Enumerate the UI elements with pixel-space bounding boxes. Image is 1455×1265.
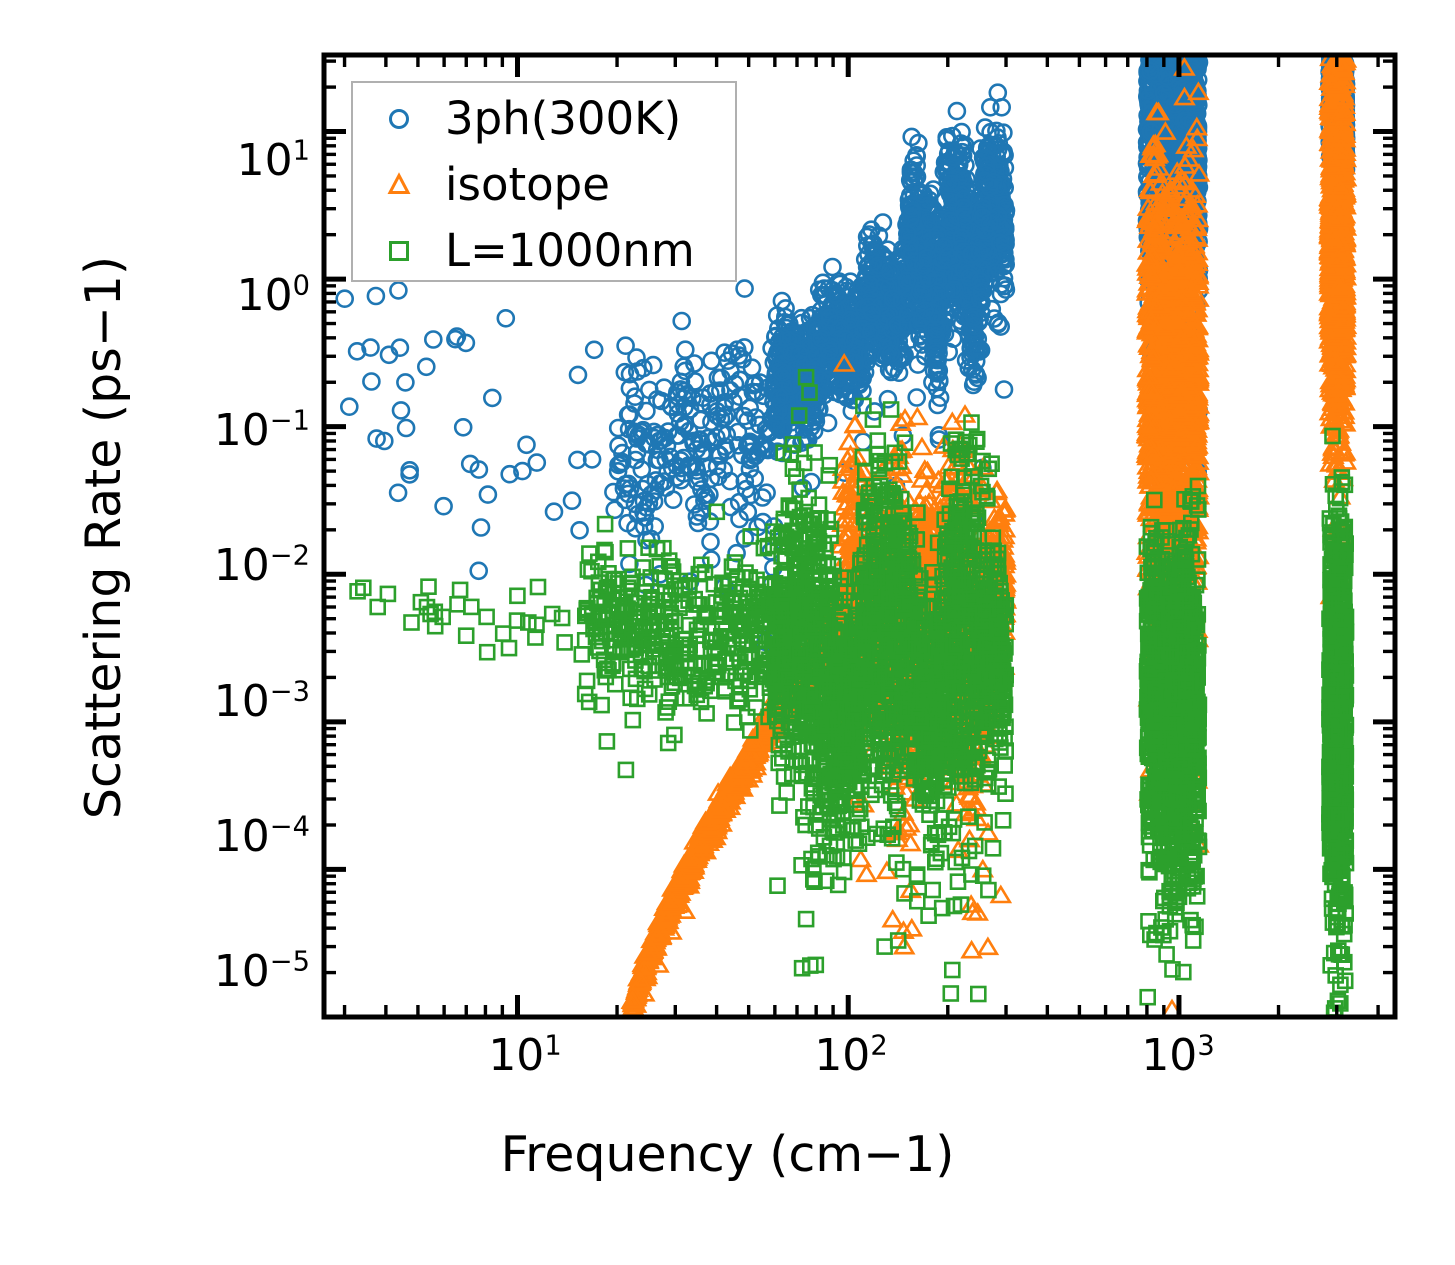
legend-marker-square-icon (353, 234, 445, 268)
ytick-label-1e1: 101 (236, 135, 310, 186)
legend-entry-isotope: isotope (353, 151, 735, 218)
ytick-label-1e0: 100 (236, 270, 310, 321)
xtick-label-1e3: 103 (1141, 1030, 1215, 1081)
ytick-label-1em1: 10−1 (213, 405, 310, 456)
ytick-label-1em5: 10−5 (213, 946, 310, 997)
legend-marker-triangle-icon (353, 168, 445, 202)
legend-entry-3ph: 3ph(300K) (353, 85, 735, 152)
data-series-layer (335, 47, 1358, 1022)
axes-frame (321, 52, 1398, 1020)
ytick-label-1em3: 10−3 (213, 676, 310, 727)
legend-entry-boundary: L=1000nm (353, 217, 735, 284)
legend-label-boundary: L=1000nm (445, 224, 695, 277)
xtick-label-1e2: 102 (814, 1030, 888, 1081)
legend: 3ph(300K) isotope L=1000nm (351, 81, 737, 282)
legend-label-isotope: isotope (445, 158, 610, 211)
ytick-label-1em2: 10−2 (213, 540, 310, 591)
series-l-1000nm (349, 368, 1355, 1022)
legend-label-3ph: 3ph(300K) (445, 92, 682, 145)
series-3ph-300k- (335, 48, 1356, 652)
ytick-label-1em4: 10−4 (213, 811, 310, 862)
x-axis-title: Frequency (cm−1) (500, 1126, 955, 1183)
legend-marker-circle-icon (353, 102, 445, 136)
xtick-label-1e1: 101 (488, 1030, 562, 1081)
